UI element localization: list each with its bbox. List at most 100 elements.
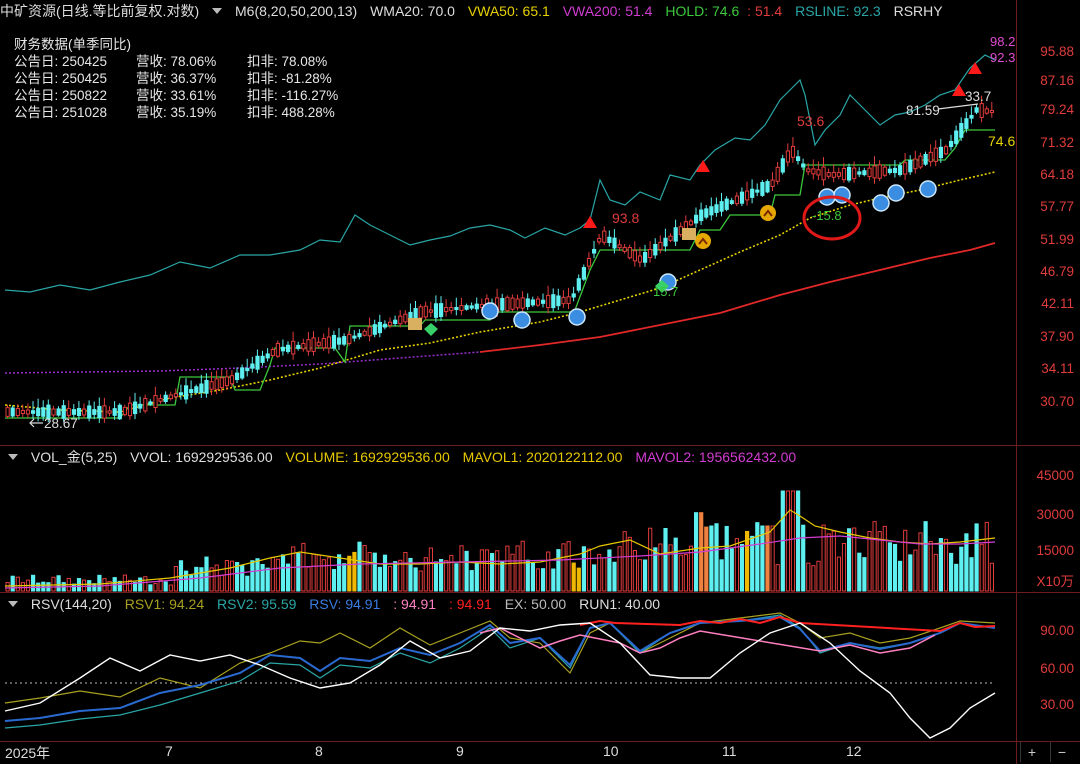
candle bbox=[525, 293, 530, 310]
volume-bar bbox=[632, 550, 637, 592]
candle bbox=[903, 153, 908, 180]
volume-bar bbox=[403, 552, 408, 592]
candle bbox=[153, 386, 158, 413]
volume-bar bbox=[933, 553, 938, 592]
candle bbox=[326, 327, 331, 354]
volume-bar bbox=[887, 542, 892, 592]
candle bbox=[637, 247, 643, 268]
high-price-label: 81.59 bbox=[906, 103, 940, 118]
candle bbox=[122, 404, 128, 417]
candle bbox=[184, 378, 189, 404]
blue-ball-icon bbox=[481, 302, 499, 320]
vol-name[interactable]: VOL_金(5,25) bbox=[30, 449, 118, 465]
candle bbox=[204, 373, 209, 398]
month-label: 10 bbox=[603, 743, 619, 759]
volume-bar bbox=[796, 490, 801, 592]
volume-bar bbox=[648, 527, 653, 592]
volume-bar bbox=[296, 552, 301, 592]
candle bbox=[653, 238, 658, 259]
candle bbox=[138, 396, 143, 413]
candle bbox=[933, 140, 938, 167]
candle bbox=[15, 404, 20, 419]
volume-bar bbox=[663, 528, 668, 592]
volume-bar bbox=[189, 574, 194, 592]
volume-bar bbox=[479, 549, 484, 592]
candle bbox=[617, 239, 622, 251]
volume-bar bbox=[245, 575, 250, 592]
vvol-value: VVOL: 1692929536.00 bbox=[130, 449, 273, 465]
volume-bar bbox=[643, 559, 648, 592]
month-label: 12 bbox=[846, 743, 862, 759]
volume-bar bbox=[372, 552, 377, 592]
volume-bar bbox=[847, 528, 852, 592]
hold-right-label: 74.6 bbox=[988, 133, 1015, 149]
volume-bar bbox=[729, 548, 734, 592]
candle bbox=[260, 350, 265, 366]
dip-label: 15.7 bbox=[653, 284, 678, 299]
volume-chart[interactable] bbox=[0, 446, 1016, 592]
volume-bar bbox=[347, 555, 352, 592]
volume-bar bbox=[229, 560, 235, 592]
volume-bar bbox=[495, 550, 500, 592]
volume-bar bbox=[331, 568, 337, 592]
volume-bar bbox=[92, 583, 97, 592]
candle bbox=[352, 330, 357, 342]
price-chart[interactable]: 28.67 81.59 33.7 53.6 93.8 15.7 -15.8 74… bbox=[0, 0, 1016, 445]
volume-bar bbox=[515, 545, 520, 592]
hold2-value: : 51.4 bbox=[747, 3, 783, 19]
gold-chevron-icon bbox=[760, 205, 776, 221]
stock-title[interactable]: 中矿资源(日线.等比前复权.对数) bbox=[0, 3, 200, 19]
candle bbox=[240, 364, 245, 381]
candle bbox=[291, 331, 296, 360]
candle bbox=[892, 160, 898, 178]
candle bbox=[928, 144, 933, 167]
chevron-down-icon[interactable] bbox=[8, 601, 18, 608]
volume-bar bbox=[576, 567, 581, 592]
candle bbox=[41, 400, 46, 421]
candle bbox=[372, 319, 377, 338]
candle bbox=[25, 403, 31, 418]
volume-bar bbox=[51, 576, 56, 592]
volume-bar bbox=[903, 529, 908, 592]
volume-bar bbox=[546, 551, 551, 592]
chevron-down-icon[interactable] bbox=[212, 8, 223, 15]
dip-label: -15.8 bbox=[812, 208, 842, 223]
candle bbox=[255, 349, 260, 374]
zoom-in-button[interactable]: + bbox=[1020, 742, 1043, 762]
chevron-down-icon[interactable] bbox=[8, 454, 18, 461]
financial-data-panel: 财务数据(单季同比) 公告日: 250425 营收: 78.06% 扣非: 78.0… bbox=[14, 36, 338, 121]
volume-bar bbox=[617, 546, 622, 592]
candle bbox=[984, 106, 989, 115]
rsrhy-value: RSRHY bbox=[893, 3, 943, 19]
month-label: 9 bbox=[456, 743, 464, 759]
candle bbox=[219, 369, 224, 393]
candle bbox=[280, 339, 286, 356]
volume-bar bbox=[163, 581, 168, 592]
candle bbox=[561, 290, 566, 308]
financial-row: 公告日: 250822 营收: 33.61% 扣非: -116.27% bbox=[14, 88, 339, 103]
volume-bar bbox=[97, 574, 102, 592]
rsv-chart[interactable] bbox=[0, 593, 1016, 741]
candle bbox=[551, 288, 556, 312]
candle bbox=[102, 397, 107, 423]
up-triangle-icon bbox=[968, 62, 982, 74]
volume-bar bbox=[750, 535, 755, 592]
volume-bar bbox=[306, 566, 311, 592]
candle bbox=[816, 161, 821, 181]
candle bbox=[163, 391, 168, 404]
volume-bar bbox=[423, 557, 428, 592]
volume-bar bbox=[525, 559, 530, 592]
candle bbox=[750, 179, 755, 204]
volume-bar bbox=[602, 557, 607, 592]
volume-bar bbox=[765, 525, 770, 592]
blue-ball-icon bbox=[513, 311, 531, 329]
candle bbox=[449, 301, 454, 314]
candle bbox=[168, 391, 173, 401]
volume-bar bbox=[841, 542, 847, 592]
volume-bar bbox=[530, 562, 535, 592]
volume-bar bbox=[882, 525, 887, 592]
zoom-out-button[interactable]: − bbox=[1050, 742, 1073, 762]
up-triangle-icon bbox=[952, 84, 966, 96]
volume-bar bbox=[872, 521, 877, 592]
rsv-name[interactable]: RSV(144,20) bbox=[30, 596, 112, 612]
